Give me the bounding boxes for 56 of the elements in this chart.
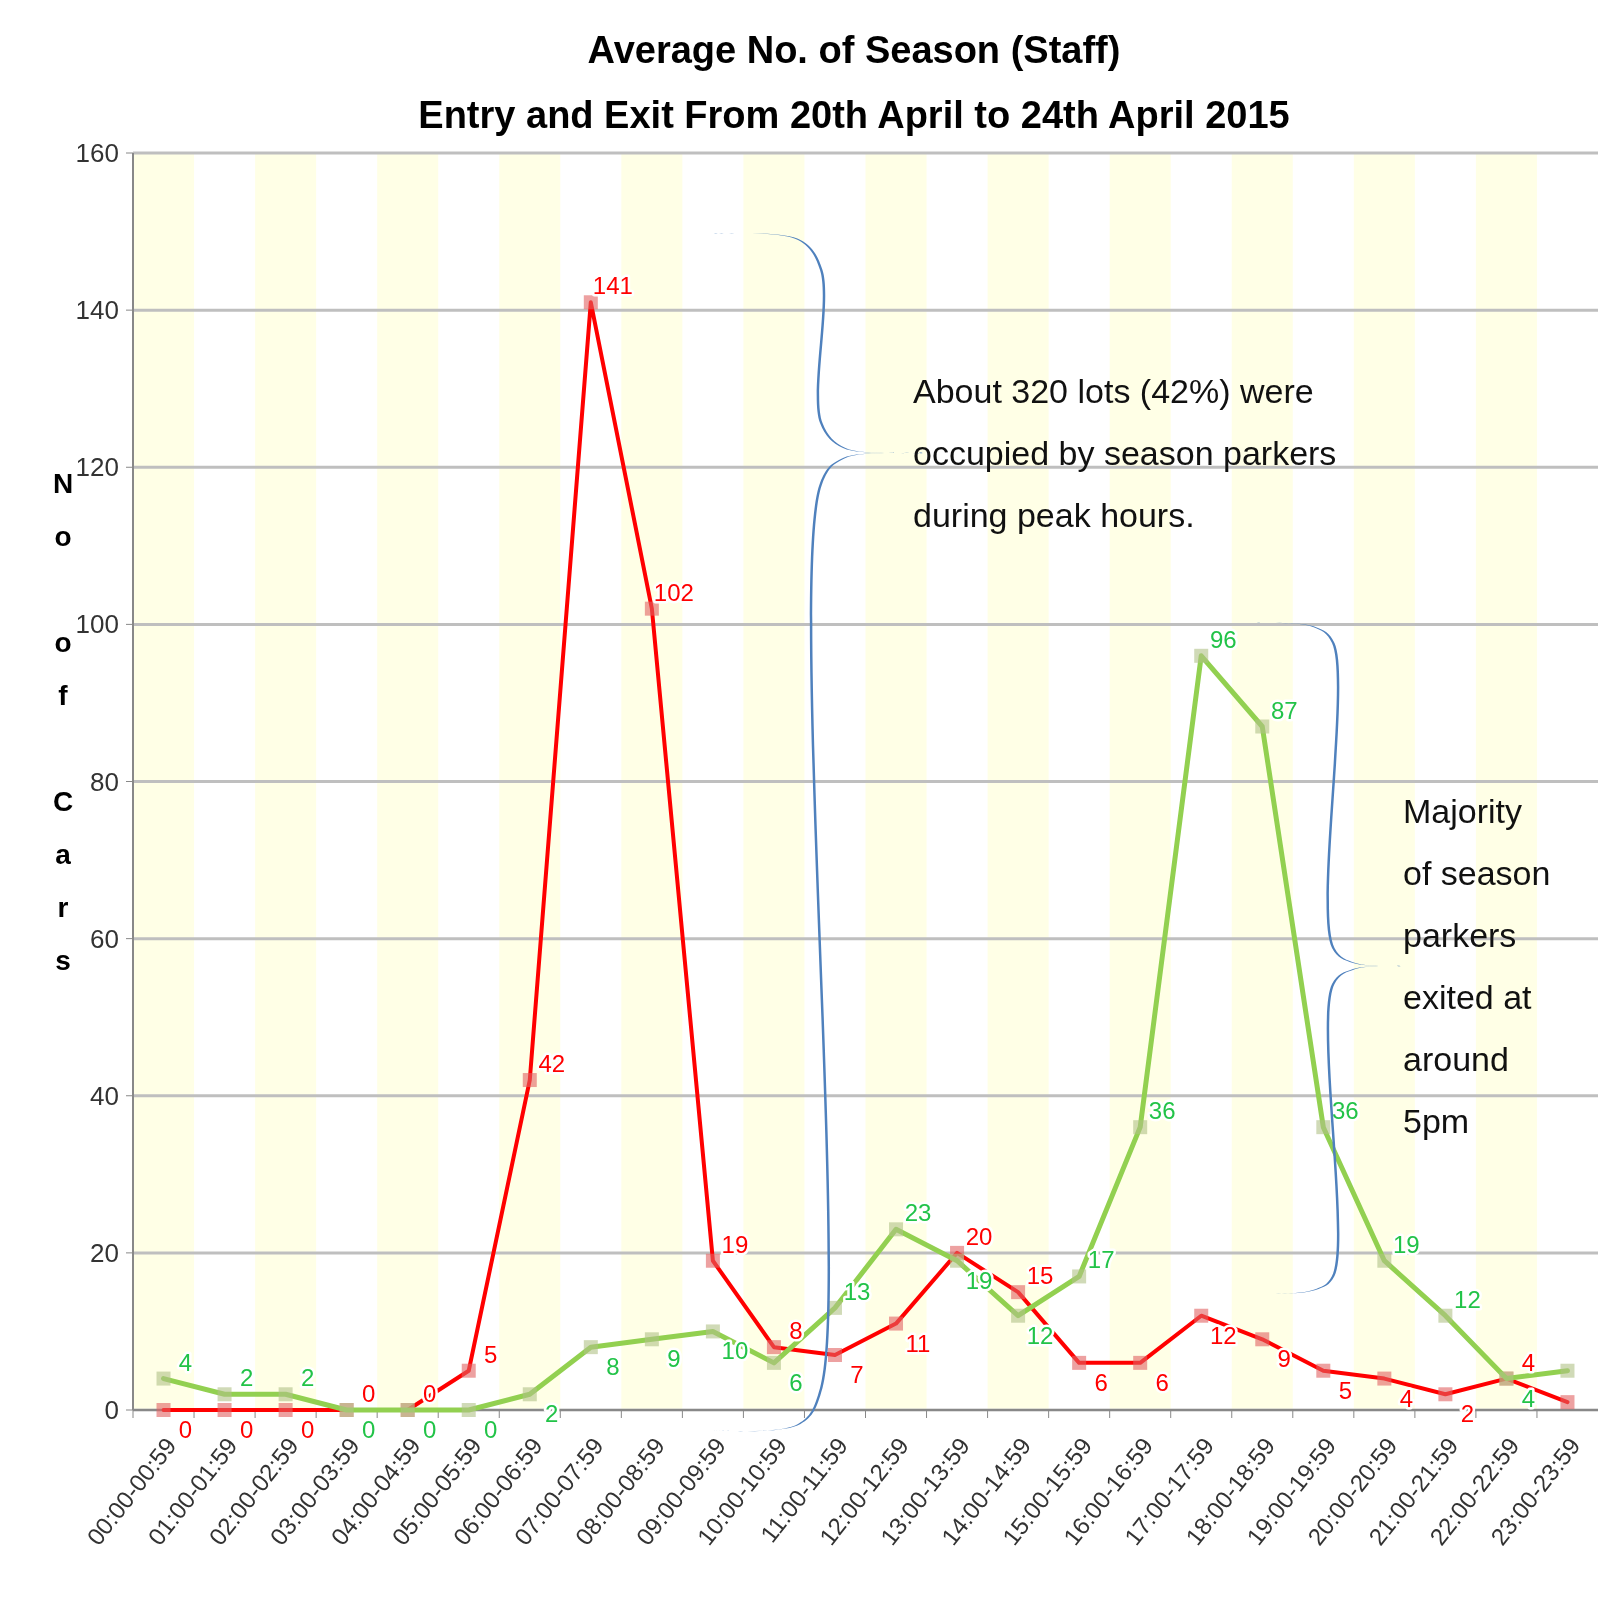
data-label: 0 <box>361 1416 376 1443</box>
data-label: 10 <box>721 1337 749 1365</box>
data-label: 7 <box>850 1361 864 1389</box>
data-label: 11 <box>905 1329 931 1357</box>
data-label: 42 <box>538 1050 566 1078</box>
data-label: 23 <box>904 1199 932 1227</box>
annotation: About 320 lots (42%) were occupied by season parkers during peak hours. <box>913 372 1337 534</box>
data-label: 0 <box>423 1416 437 1443</box>
chart-title: Average No. of Season (Staff) <box>587 29 1121 71</box>
data-label: 2 <box>239 1364 254 1392</box>
data-label: 0 <box>239 1416 254 1443</box>
data-label: 4 <box>1521 1348 1536 1376</box>
data-label: 96 <box>1209 625 1237 653</box>
data-label: 9 <box>667 1345 681 1373</box>
y-tick-label: 40 <box>90 1080 119 1111</box>
data-label: 0 <box>361 1380 376 1407</box>
data-label: 4 <box>178 1348 193 1376</box>
y-tick-label: 20 <box>90 1237 119 1268</box>
data-label: 6 <box>789 1368 803 1396</box>
data-label: 5 <box>1338 1376 1352 1404</box>
data-label: 36 <box>1148 1097 1176 1125</box>
data-label: 102 <box>653 578 694 606</box>
data-label: 20 <box>965 1222 993 1250</box>
chart-subtitle: Entry and Exit From 20th April to 24th April 2015 <box>418 94 1290 136</box>
y-tick-label: 60 <box>90 923 119 954</box>
y-tick-label: 100 <box>75 609 119 640</box>
data-label: 0 <box>300 1416 315 1443</box>
data-label: 12 <box>1209 1321 1237 1349</box>
data-label: 17 <box>1087 1246 1115 1274</box>
y-tick-label: 80 <box>90 766 119 797</box>
data-label: 4 <box>1521 1384 1536 1412</box>
data-label: 19 <box>721 1230 749 1258</box>
data-label: 6 <box>1155 1368 1169 1396</box>
data-label: 2 <box>545 1400 559 1428</box>
data-label: 15 <box>1026 1262 1054 1290</box>
y-tick-label: 0 <box>104 1395 119 1425</box>
data-label: 4 <box>1399 1384 1414 1412</box>
data-label: 8 <box>789 1317 803 1345</box>
annotation: Majority of season parkers exited at around 5pm <box>1403 792 1551 1140</box>
data-label: 5 <box>484 1340 498 1368</box>
y-tick-label: 160 <box>75 138 119 168</box>
data-label: 36 <box>1331 1097 1359 1125</box>
data-label: 6 <box>1094 1368 1108 1396</box>
data-label: 12 <box>1454 1285 1481 1313</box>
data-label: 87 <box>1270 696 1298 724</box>
data-label: 0 <box>178 1416 193 1443</box>
data-label: 0 <box>484 1416 498 1443</box>
data-label: 141 <box>592 272 633 300</box>
data-label: 19 <box>1393 1230 1420 1258</box>
data-label: 12 <box>1026 1321 1054 1349</box>
y-tick-label: 120 <box>75 452 119 483</box>
data-label: 8 <box>606 1353 620 1381</box>
data-label: 2 <box>300 1364 315 1392</box>
data-label: 9 <box>1277 1345 1291 1373</box>
y-tick-label: 140 <box>75 295 119 326</box>
data-label: 2 <box>1460 1400 1475 1428</box>
